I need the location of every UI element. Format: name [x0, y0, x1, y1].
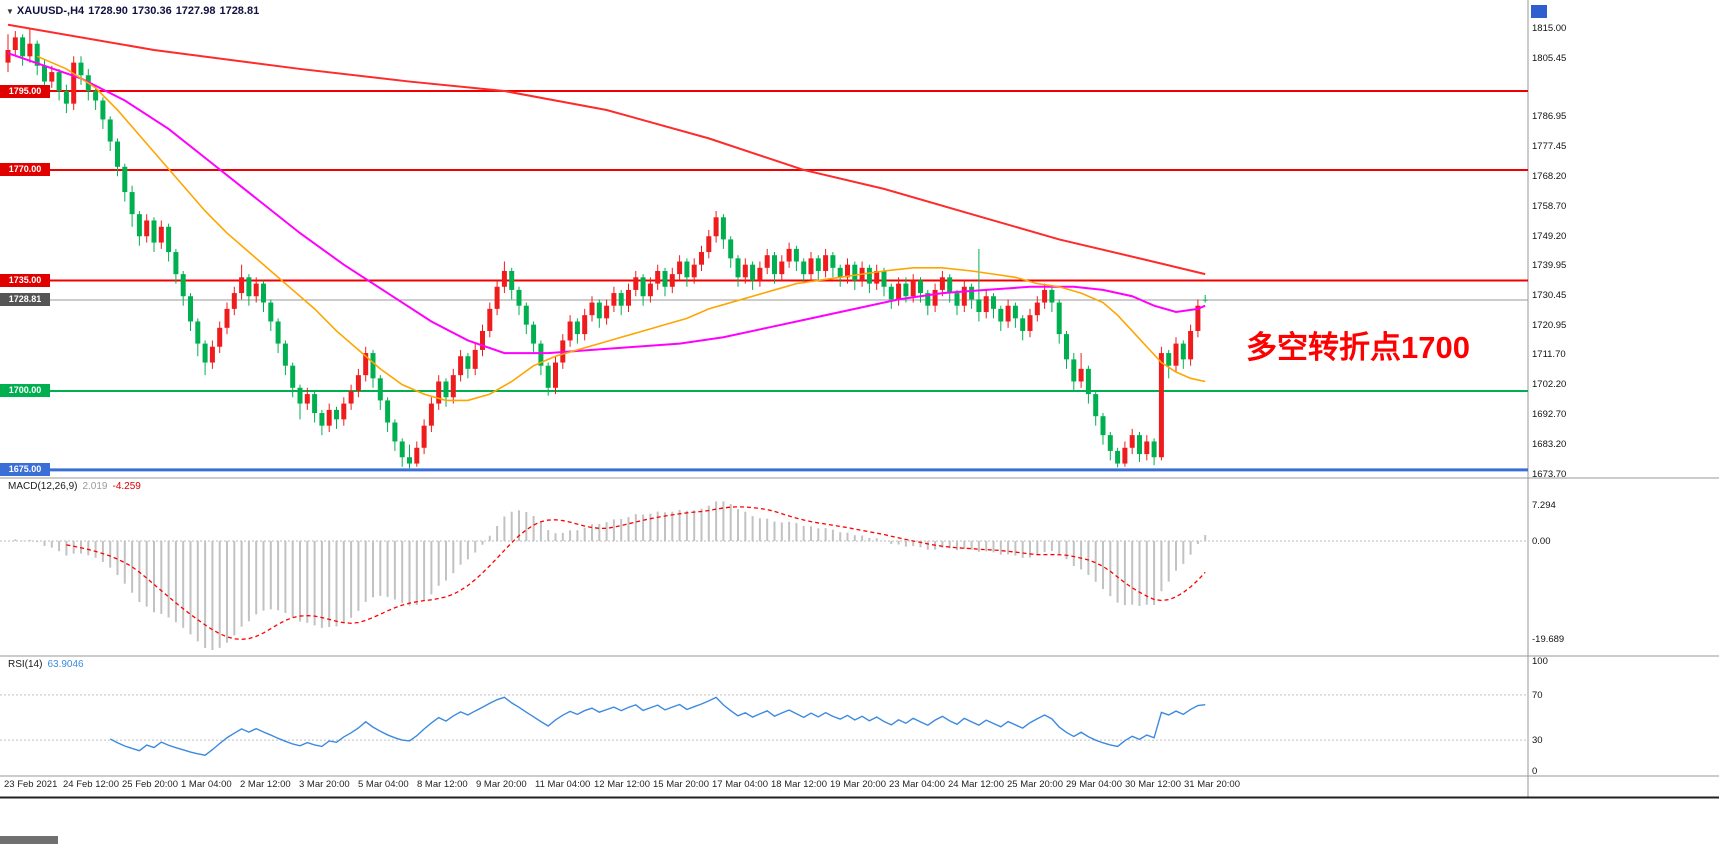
price-badge: 1735.00 [0, 273, 50, 287]
price-axis-label: 1711.70 [1532, 349, 1566, 360]
annotation-text: 多空转折点1700 [1246, 330, 1470, 365]
macd-indicator-label: MACD(12,26,9) 2.019 -4.259 [8, 481, 146, 492]
time-axis-label: 23 Mar 04:00 [889, 779, 945, 790]
symbol-timeframe: XAUUSD-,H4 [16, 5, 85, 17]
price-axis-label: 1702.20 [1532, 379, 1567, 390]
axis-top-marker [1531, 5, 1547, 18]
rsi-indicator-label: RSI(14) 63.9046 [8, 659, 89, 670]
rsi-value: 63.9046 [47, 659, 84, 670]
time-axis-label: 8 Mar 12:00 [417, 779, 468, 790]
moving-averages [7, 23, 1206, 402]
macd-axis-label: 7.294 [1532, 499, 1556, 511]
time-axis-label: 17 Mar 04:00 [712, 779, 768, 790]
rsi-axis-label: 30 [1532, 735, 1543, 747]
price-axis-label: 1739.95 [1532, 259, 1567, 271]
macd-signal-line [66, 506, 1206, 640]
price-axis-label: 1805.45 [1532, 53, 1567, 65]
time-axis-label: 15 Mar 20:00 [653, 779, 709, 790]
time-axis-label: 3 Mar 20:00 [299, 779, 350, 790]
rsi-axis-label: 0 [1532, 766, 1538, 777]
time-axis-label: 9 Mar 20:00 [476, 779, 527, 790]
ohlc-low: 1727.98 [175, 5, 216, 17]
price-badge: 1770.00 [0, 163, 50, 177]
ohlc-open: 1728.90 [88, 5, 128, 17]
price-badge: 1700.00 [0, 384, 50, 398]
time-axis-label: 30 Mar 12:00 [1125, 779, 1181, 790]
macd-axis-label: 0.00 [1532, 536, 1551, 547]
macd-main-value: 2.019 [82, 481, 108, 492]
time-axis-label: 24 Mar 12:00 [948, 779, 1004, 790]
price-axis-label: 1768.20 [1532, 170, 1567, 182]
price-axis-label: 1777.45 [1532, 141, 1567, 153]
time-axis-label: 25 Mar 20:00 [1007, 779, 1063, 790]
price-axis-label: 1815.00 [1532, 22, 1567, 34]
price-badge: 1675.00 [0, 463, 50, 477]
price-axis-label: 1749.20 [1532, 230, 1567, 242]
candlestick-series [5, 27, 1208, 469]
ma-mid-magenta [7, 52, 1206, 355]
ma-long-red [7, 23, 1206, 276]
time-axis-label: 19 Mar 20:00 [830, 779, 886, 790]
price-axis-label: 1720.95 [1532, 319, 1567, 331]
macd-label: MACD(12,26,9) [8, 481, 78, 492]
collapse-triangle-icon[interactable]: ▼ [6, 7, 14, 16]
time-axis-label: 5 Mar 04:00 [358, 779, 409, 790]
price-badge: 1728.81 [0, 293, 50, 307]
panel-frames [0, 0, 1719, 799]
price-axis-label: 1683.20 [1532, 438, 1567, 450]
macd-axis-label: -19.689 [1532, 634, 1565, 646]
macd-signal-value: -4.259 [112, 481, 141, 492]
time-axis-label: 2 Mar 12:00 [240, 779, 291, 790]
time-axis-label: 24 Feb 12:00 [63, 779, 119, 790]
price-axis-label: 1786.95 [1532, 111, 1567, 123]
rsi-axis-label: 70 [1532, 689, 1543, 701]
price-badge: 1795.00 [0, 84, 50, 98]
rsi-line [109, 696, 1206, 756]
ohlc-high: 1730.36 [131, 5, 172, 17]
price-axis-label: 1758.70 [1532, 200, 1567, 212]
time-axis-label: 11 Mar 04:00 [535, 779, 591, 790]
rsi-panel [0, 694, 1528, 756]
chart-title: ▼ XAUUSD-,H4 1728.90 1730.36 1727.98 1728.81 [6, 5, 263, 17]
time-axis-label: 1 Mar 04:00 [181, 779, 232, 790]
time-axis-label: 25 Feb 20:00 [122, 779, 178, 790]
h-scrollbar-thumb[interactable] [0, 836, 58, 844]
rsi-label: RSI(14) [8, 659, 43, 670]
time-axis-label: 23 Feb 2021 [4, 779, 58, 790]
time-axis-label: 29 Mar 04:00 [1066, 779, 1122, 790]
ma-fast-orange [36, 55, 1206, 402]
horizontal-price-lines [0, 90, 1528, 472]
time-axis-label: 18 Mar 12:00 [771, 779, 827, 790]
macd-panel [0, 501, 1528, 650]
time-axis-label: 31 Mar 20:00 [1184, 779, 1240, 790]
time-axis-label: 12 Mar 12:00 [594, 779, 650, 790]
price-axis-label: 1692.70 [1532, 408, 1567, 420]
price-axis-label: 1673.70 [1532, 468, 1567, 480]
rsi-axis-label: 100 [1532, 656, 1548, 667]
ohlc-close: 1728.81 [219, 5, 260, 17]
price-axis-label: 1730.45 [1532, 289, 1567, 301]
